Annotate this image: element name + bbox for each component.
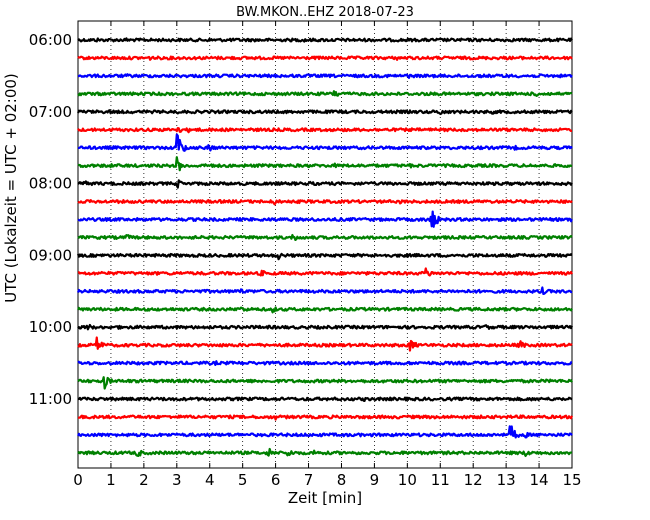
trace-line — [77, 210, 573, 228]
axis-ticks: 0 1 2 3 4 5 6 7 8 9 10 11 12 13 14 1506:0007:0008:0009:… — [29, 21, 582, 489]
trace-line — [77, 425, 573, 439]
x-tick-label: 0 — [73, 471, 83, 489]
vertical-gridlines — [110, 21, 540, 468]
trace-line — [76, 252, 573, 261]
trace-line — [77, 267, 573, 277]
x-tick-label: 6 — [271, 471, 281, 489]
trace-line — [77, 156, 573, 172]
y-tick-label: 07:00 — [29, 103, 72, 121]
trace-line — [77, 90, 573, 97]
x-tick-label: 13 — [497, 471, 516, 489]
x-axis-label: Zeit [min] — [288, 489, 362, 507]
x-tick-label: 10 — [398, 471, 417, 489]
trace-line — [77, 414, 574, 421]
x-tick-label: 15 — [562, 471, 581, 489]
trace-line — [77, 55, 573, 61]
x-tick-label: 9 — [370, 471, 380, 489]
trace-line — [77, 336, 573, 352]
plot-frame — [77, 20, 573, 469]
trace-line — [77, 447, 573, 458]
trace-line — [77, 360, 573, 367]
trace-line — [77, 133, 573, 152]
y-tick-label: 11:00 — [29, 390, 72, 408]
x-tick-label: 7 — [304, 471, 314, 489]
y-axis-label: UTC (Lokalzeit = UTC + 02:00) — [2, 73, 20, 303]
trace-line — [77, 37, 573, 43]
x-tick-label: 2 — [139, 471, 149, 489]
trace-line — [77, 396, 573, 402]
trace-line — [77, 323, 574, 331]
y-tick-label: 10:00 — [29, 318, 72, 336]
x-tick-label: 4 — [205, 471, 215, 489]
trace-line — [77, 199, 573, 206]
y-tick-label: 08:00 — [29, 175, 72, 193]
x-tick-label: 1 — [106, 471, 116, 489]
trace-line — [77, 126, 573, 134]
trace-line — [77, 376, 573, 390]
trace-line — [76, 109, 573, 116]
seismogram-traces — [76, 37, 574, 458]
x-tick-label: 11 — [431, 471, 450, 489]
chart-title: BW.MKON..EHZ 2018-07-23 — [236, 5, 414, 20]
x-tick-label: 14 — [530, 471, 549, 489]
x-tick-label: 3 — [172, 471, 182, 489]
y-tick-label: 09:00 — [29, 246, 72, 264]
y-tick-label: 06:00 — [29, 31, 72, 49]
x-tick-label: 8 — [337, 471, 347, 489]
trace-line — [77, 73, 573, 79]
x-tick-label: 5 — [238, 471, 248, 489]
trace-line — [77, 233, 573, 242]
x-tick-label: 12 — [464, 471, 483, 489]
trace-line — [77, 306, 573, 314]
trace-line — [76, 286, 573, 295]
trace-line — [77, 179, 573, 189]
